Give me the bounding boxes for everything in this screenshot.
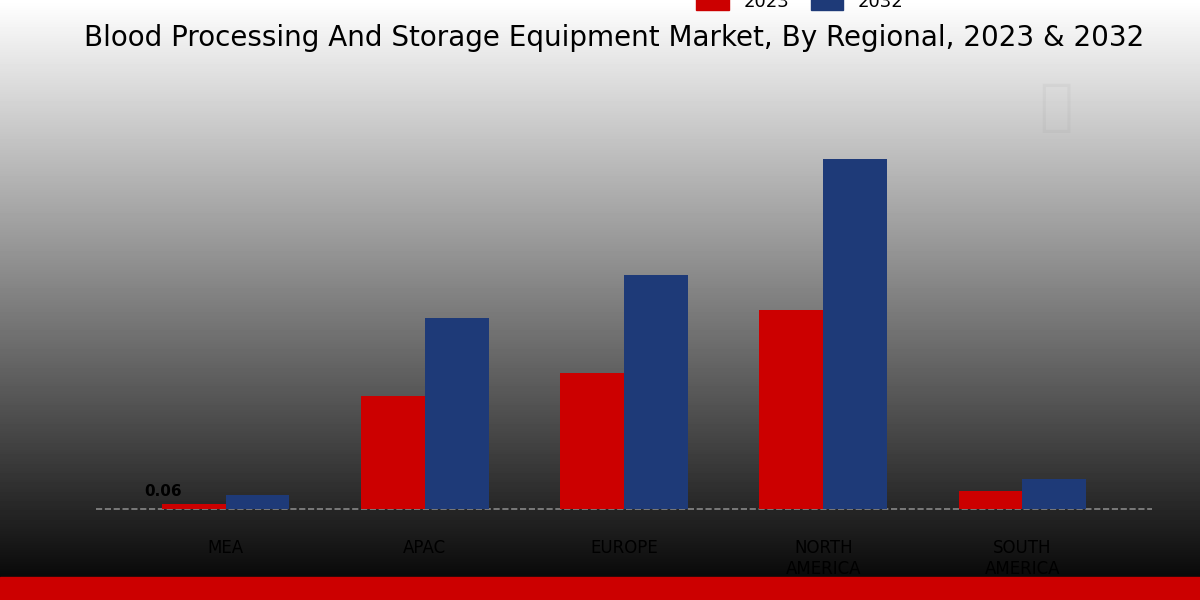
Bar <box>959 491 1022 509</box>
Bar <box>162 504 226 509</box>
Text: 🔬: 🔬 <box>1039 81 1073 135</box>
Bar <box>760 310 823 509</box>
Bar <box>361 396 425 509</box>
Bar <box>425 318 488 509</box>
Bar <box>1022 479 1086 509</box>
Text: Blood Processing And Storage Equipment Market, By Regional, 2023 & 2032: Blood Processing And Storage Equipment M… <box>84 24 1145 52</box>
Bar <box>226 494 289 509</box>
Text: 0.06: 0.06 <box>144 484 181 499</box>
Bar <box>624 275 688 509</box>
Legend: 2023, 2032: 2023, 2032 <box>689 0 911 18</box>
Bar <box>560 373 624 509</box>
Bar <box>823 159 887 509</box>
